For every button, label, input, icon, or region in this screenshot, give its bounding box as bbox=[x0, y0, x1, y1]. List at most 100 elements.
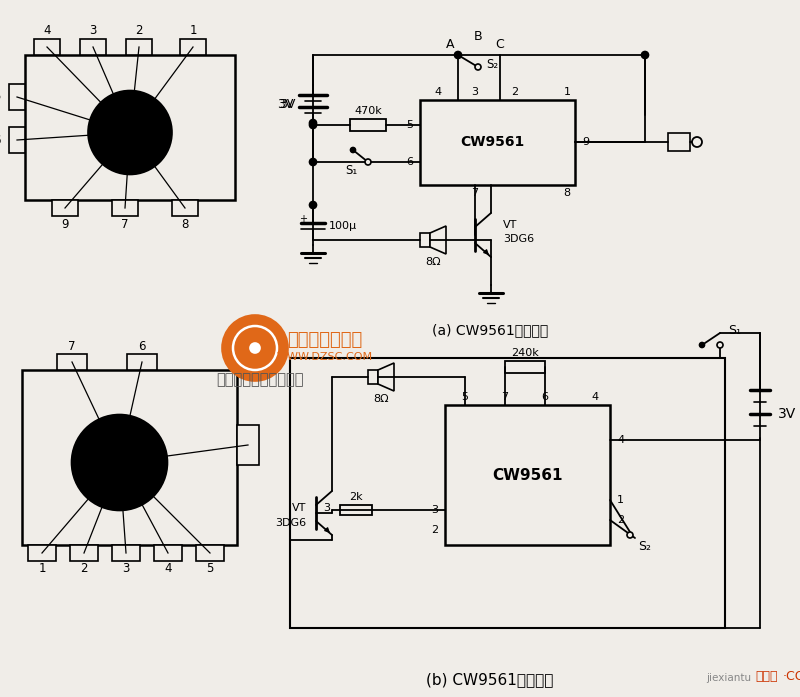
Text: 4: 4 bbox=[43, 24, 50, 38]
Bar bbox=[28, 545, 56, 561]
Text: 7: 7 bbox=[122, 217, 129, 231]
Bar bbox=[112, 545, 140, 561]
Polygon shape bbox=[430, 226, 446, 254]
Text: 4: 4 bbox=[617, 435, 624, 445]
Text: 3: 3 bbox=[323, 503, 330, 513]
Bar bbox=[290, 358, 725, 628]
Circle shape bbox=[692, 137, 702, 147]
Bar bbox=[180, 39, 206, 55]
Circle shape bbox=[717, 342, 723, 348]
Text: 2: 2 bbox=[135, 24, 142, 38]
Bar bbox=[22, 370, 237, 545]
Text: (b) CW9561电路之二: (b) CW9561电路之二 bbox=[426, 673, 554, 687]
Text: 3: 3 bbox=[471, 87, 478, 97]
Bar bbox=[420, 100, 575, 185]
Text: 维库电子市场网: 维库电子市场网 bbox=[287, 331, 362, 349]
Text: 3V: 3V bbox=[778, 407, 796, 421]
Circle shape bbox=[350, 148, 355, 153]
Text: 9: 9 bbox=[582, 137, 589, 147]
Text: B: B bbox=[474, 31, 482, 43]
Circle shape bbox=[310, 158, 317, 165]
Text: 8Ω: 8Ω bbox=[425, 257, 441, 267]
Bar bbox=[52, 200, 78, 216]
Text: 4: 4 bbox=[591, 392, 598, 402]
Bar bbox=[127, 354, 157, 370]
Text: 6: 6 bbox=[138, 339, 146, 353]
Text: 8: 8 bbox=[563, 188, 570, 198]
Text: S₁: S₁ bbox=[345, 164, 357, 176]
Bar bbox=[126, 39, 152, 55]
Text: jiexiantu: jiexiantu bbox=[706, 673, 751, 683]
Text: 1: 1 bbox=[617, 495, 624, 505]
Text: CW9561: CW9561 bbox=[492, 468, 562, 482]
Text: 1: 1 bbox=[190, 24, 197, 38]
Polygon shape bbox=[378, 363, 394, 391]
Text: 4: 4 bbox=[164, 562, 172, 576]
Bar bbox=[420, 233, 430, 247]
Text: 3: 3 bbox=[431, 505, 438, 515]
Bar bbox=[9, 84, 25, 110]
Text: 2: 2 bbox=[511, 87, 518, 97]
Text: S₂: S₂ bbox=[638, 540, 651, 553]
Text: 470k: 470k bbox=[354, 106, 382, 116]
Text: 6: 6 bbox=[542, 392, 549, 402]
Text: 5: 5 bbox=[406, 120, 413, 130]
Circle shape bbox=[310, 121, 317, 128]
Text: 240k: 240k bbox=[511, 348, 539, 358]
Circle shape bbox=[627, 532, 633, 538]
Bar bbox=[154, 545, 182, 561]
Circle shape bbox=[642, 52, 649, 59]
Bar bbox=[9, 127, 25, 153]
Bar bbox=[112, 200, 138, 216]
Bar bbox=[25, 55, 235, 200]
Bar bbox=[350, 119, 386, 131]
Text: 7: 7 bbox=[68, 339, 76, 353]
Bar bbox=[505, 361, 545, 373]
Text: 3V: 3V bbox=[277, 98, 293, 111]
Text: (a) CW9561电路之一: (a) CW9561电路之一 bbox=[432, 323, 548, 337]
Circle shape bbox=[475, 64, 481, 70]
Text: VT: VT bbox=[503, 220, 518, 230]
Bar bbox=[80, 39, 106, 55]
Bar bbox=[70, 545, 98, 561]
Text: WWW.DZSC.COM: WWW.DZSC.COM bbox=[277, 352, 373, 362]
Bar bbox=[34, 39, 60, 55]
Bar bbox=[340, 505, 372, 515]
Text: S₂: S₂ bbox=[486, 59, 498, 72]
Text: 7: 7 bbox=[502, 392, 509, 402]
Text: 2k: 2k bbox=[349, 492, 363, 502]
Text: 3: 3 bbox=[90, 24, 97, 38]
Bar bbox=[668, 133, 690, 151]
Circle shape bbox=[699, 342, 705, 348]
Circle shape bbox=[365, 159, 371, 165]
Circle shape bbox=[454, 52, 462, 59]
Circle shape bbox=[250, 343, 260, 353]
Text: 5: 5 bbox=[462, 392, 469, 402]
Circle shape bbox=[310, 119, 317, 126]
Circle shape bbox=[71, 415, 167, 510]
Text: CW9561: CW9561 bbox=[460, 135, 525, 149]
Bar bbox=[196, 545, 224, 561]
Bar bbox=[237, 425, 259, 465]
Text: 6: 6 bbox=[0, 134, 1, 146]
Text: C: C bbox=[496, 38, 504, 52]
Text: 5: 5 bbox=[0, 91, 1, 103]
Text: 100μ: 100μ bbox=[329, 221, 357, 231]
Text: 7: 7 bbox=[471, 188, 478, 198]
Text: 4: 4 bbox=[434, 87, 442, 97]
Text: 2: 2 bbox=[617, 515, 624, 525]
Bar bbox=[445, 405, 610, 545]
Text: 3DG6: 3DG6 bbox=[275, 518, 306, 528]
Text: 5: 5 bbox=[206, 562, 214, 576]
Bar bbox=[368, 370, 378, 384]
Text: 9: 9 bbox=[62, 217, 69, 231]
Text: VT: VT bbox=[292, 503, 306, 513]
Text: +: + bbox=[299, 214, 307, 224]
Text: A: A bbox=[446, 38, 454, 52]
Text: S₁: S₁ bbox=[728, 323, 741, 337]
Text: 接线图: 接线图 bbox=[755, 670, 778, 682]
Circle shape bbox=[88, 91, 172, 174]
Circle shape bbox=[310, 201, 317, 208]
Text: ·COM: ·COM bbox=[783, 670, 800, 682]
Text: 2: 2 bbox=[431, 525, 438, 535]
